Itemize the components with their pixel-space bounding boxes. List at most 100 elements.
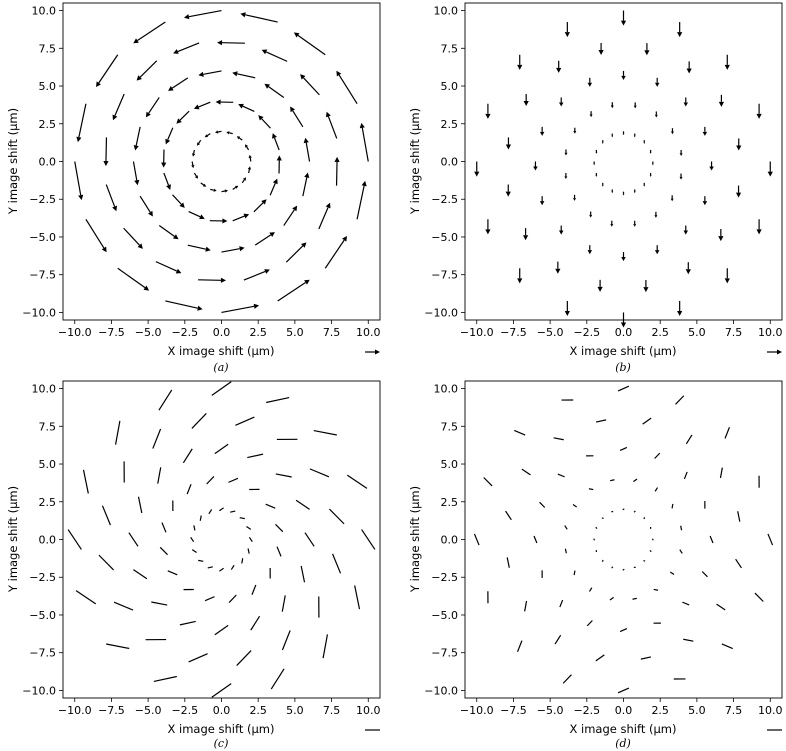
y-tick-label: 0.0 (441, 534, 459, 547)
vector-arrow (517, 268, 523, 284)
vector-line (137, 496, 143, 514)
vector-line (228, 477, 239, 483)
vector-arrow (283, 205, 298, 226)
vector-line (735, 558, 742, 569)
y-tick-label: −2.5 (431, 193, 458, 206)
vector-line (643, 559, 646, 562)
vector-arrow (145, 97, 160, 118)
vector-arrow (654, 211, 658, 218)
x-tick-label: −5.0 (537, 326, 564, 339)
vector-arrow (172, 194, 185, 208)
vector-arrow (555, 261, 561, 274)
vector-line (265, 503, 276, 509)
vector-arrow (539, 196, 545, 206)
vector-arrow (649, 149, 652, 154)
x-tick-label: −2.5 (573, 326, 600, 339)
vector-line (619, 446, 628, 451)
vector-line (152, 428, 162, 449)
arrow-key (365, 349, 380, 355)
vector-line (207, 566, 213, 569)
y-tick-label: 2.5 (441, 496, 459, 509)
vector-arrow (633, 189, 636, 194)
y-tick-label: 2.5 (39, 496, 57, 509)
vector-line (595, 419, 607, 423)
vector-line (248, 536, 253, 543)
x-tick-label: 0.0 (213, 326, 231, 339)
vector-arrow (735, 185, 742, 198)
vector-arrow (187, 244, 211, 252)
vector-line (275, 523, 284, 533)
vector-line (559, 599, 564, 608)
vector-line (161, 522, 167, 533)
y-tick-label: 5.0 (39, 80, 57, 93)
x-tick-label: 10.0 (758, 704, 783, 717)
vector-line (622, 568, 625, 571)
vector-arrow (183, 9, 222, 20)
vector-line (182, 448, 193, 464)
vector-arrow (556, 60, 562, 73)
vector-line (562, 674, 572, 684)
vector-field (67, 381, 376, 698)
vector-arrow (226, 131, 233, 135)
y-tick-label: 0.0 (39, 156, 57, 169)
y-tick-label: 7.5 (441, 42, 459, 55)
vector-arrow (221, 246, 245, 253)
vector-line (236, 650, 252, 666)
vector-arrow (620, 312, 627, 328)
vector-line (153, 675, 177, 683)
vector-line (683, 638, 694, 642)
vector-arrow (598, 42, 604, 56)
vector-line (309, 468, 330, 478)
y-axis-label: Y image shift (µm) (408, 108, 422, 215)
vector-line (214, 624, 229, 636)
vector-line (640, 656, 652, 660)
x-axis-label: X image shift (µm) (570, 722, 677, 736)
vector-arrow (736, 138, 742, 151)
vector-arrow (285, 242, 307, 263)
vector-line (82, 469, 89, 494)
vector-line (191, 549, 197, 553)
vector-arrow (123, 227, 143, 249)
vector-arrow (702, 126, 708, 136)
vector-line (505, 510, 512, 521)
vector-arrow (302, 172, 310, 197)
vector-line (716, 603, 726, 611)
vector-line (610, 479, 615, 482)
vector-line (250, 615, 261, 631)
vector-line (633, 478, 638, 483)
vector-arrow (133, 21, 166, 44)
vector-line (514, 429, 526, 436)
y-tick-label: 7.5 (441, 420, 459, 433)
vector-arrow (221, 189, 228, 193)
vector-line (654, 487, 659, 492)
vector-line (230, 564, 235, 570)
vector-arrow (105, 184, 118, 212)
vector-arrow (767, 161, 773, 177)
y-tick-label: 7.5 (39, 420, 57, 433)
vector-arrow (670, 128, 674, 135)
vector-field (474, 10, 773, 328)
vector-line (346, 474, 368, 489)
panel-d: −10.0 −7.5 −5.0 −2.5 0.0 2.5 5.0 7.5 10.0 −10.0 −7… (408, 380, 783, 750)
vector-arrow (261, 49, 288, 62)
vector-line (113, 601, 134, 611)
arrow-key (767, 349, 782, 355)
vector-line (564, 548, 567, 554)
vector-arrow (654, 77, 660, 87)
x-tick-label: 5.0 (688, 704, 706, 717)
vector-arrow (564, 173, 568, 180)
vector-arrow (168, 77, 189, 91)
vector-arrow (610, 220, 614, 227)
vector-arrow (253, 199, 267, 213)
y-tick-label: 10.0 (434, 383, 459, 396)
vector-line (204, 596, 215, 602)
vector-line (617, 687, 630, 694)
x-tick-label: −7.5 (500, 326, 527, 339)
vector-arrow (709, 161, 714, 171)
vector-line (601, 559, 604, 562)
vector-arrow (643, 280, 649, 293)
vector-line (219, 507, 224, 512)
vector-arrow (334, 156, 340, 186)
vector-arrow (198, 70, 222, 77)
vector-arrow (505, 184, 511, 197)
